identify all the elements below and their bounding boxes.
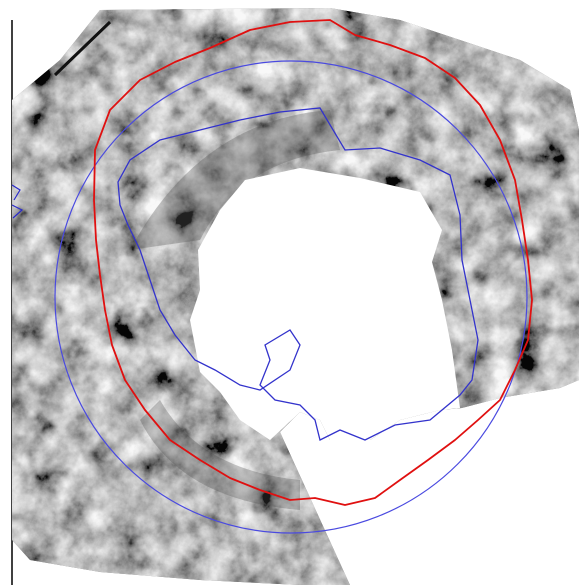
polar-map [0, 0, 579, 585]
ice-sheet-blank [190, 168, 460, 440]
